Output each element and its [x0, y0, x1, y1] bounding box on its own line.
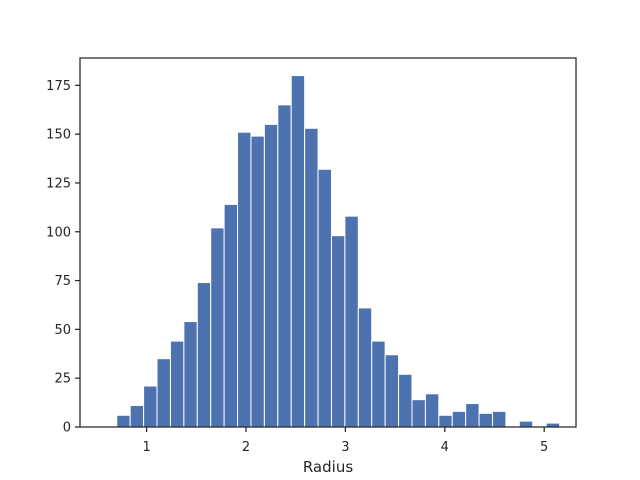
histogram-bar — [263, 123, 279, 428]
y-tick-label: 75 — [54, 274, 71, 289]
histogram-bar — [156, 358, 171, 428]
histogram-bar — [317, 168, 332, 428]
histogram-bar — [169, 340, 185, 428]
x-axis-label: Radius — [303, 458, 353, 476]
histogram-bar — [344, 215, 359, 428]
x-tick-label: 5 — [540, 440, 548, 455]
y-tick-label: 0 — [63, 421, 71, 436]
histogram-bar — [438, 414, 453, 428]
x-tick-label: 4 — [441, 440, 449, 455]
histogram-bar — [250, 135, 265, 428]
y-tick-label: 150 — [46, 128, 71, 143]
histogram-bar — [210, 227, 225, 428]
y-tick-label: 125 — [46, 176, 71, 191]
histogram-bar — [237, 131, 252, 428]
histogram-bar — [330, 235, 346, 428]
x-tick-label: 1 — [142, 440, 150, 455]
x-axis-ticks: 1 2 3 4 5 — [142, 427, 548, 455]
histogram-bar — [116, 414, 131, 428]
y-axis-ticks: 0 25 50 75 100 125 150 175 — [46, 79, 80, 436]
histogram-bar — [384, 354, 400, 428]
histogram-bar — [357, 307, 373, 428]
histogram-bar — [451, 410, 467, 428]
y-tick-label: 25 — [54, 372, 71, 387]
y-tick-label: 50 — [54, 323, 71, 338]
histogram-bar — [465, 403, 480, 428]
histogram-bar — [424, 393, 440, 428]
histogram-bar — [371, 340, 386, 428]
histogram-bar — [223, 203, 239, 428]
histogram-bar — [290, 75, 306, 428]
histogram-bar — [478, 412, 494, 428]
histogram-bar — [196, 282, 212, 428]
x-tick-label: 3 — [341, 440, 349, 455]
plot-frame — [79, 57, 577, 428]
histogram-bar — [277, 104, 292, 428]
histogram-bar — [129, 405, 145, 428]
histogram-bar — [143, 385, 158, 428]
x-tick-label: 2 — [242, 440, 250, 455]
y-tick-label: 100 — [46, 225, 71, 240]
histogram-bar — [411, 399, 426, 428]
histogram-bar — [492, 410, 507, 428]
histogram-bar — [518, 420, 534, 428]
bars-group — [116, 75, 561, 428]
histogram-bar — [183, 321, 198, 428]
histogram-bar — [304, 127, 319, 428]
histogram-bar — [398, 373, 413, 428]
y-tick-label: 175 — [46, 79, 71, 94]
